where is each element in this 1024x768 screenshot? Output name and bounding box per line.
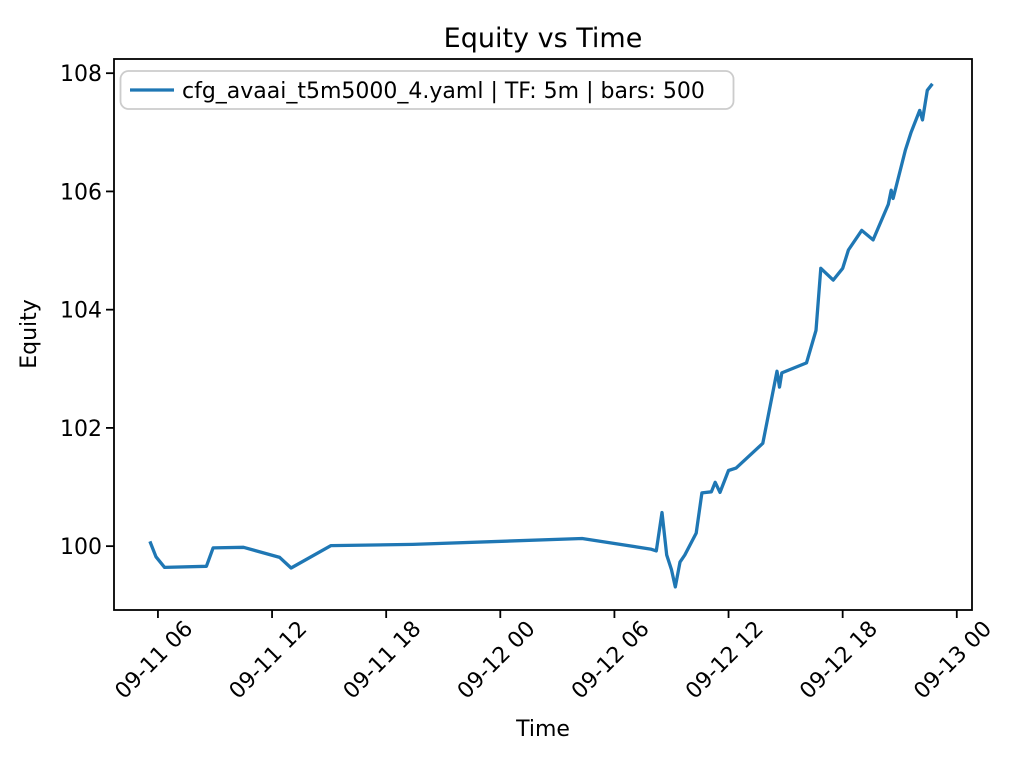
legend: cfg_avaai_t5m5000_4.yaml | TF: 5m | bars… bbox=[119, 70, 735, 110]
x-tick-label: 09-11 06 bbox=[111, 617, 199, 705]
plot-area bbox=[113, 58, 973, 611]
x-tick-label: 09-12 06 bbox=[567, 617, 655, 705]
y-axis-label: Equity bbox=[17, 299, 42, 369]
x-tick-label: 09-12 00 bbox=[453, 617, 541, 705]
equity-line-series bbox=[148, 82, 934, 589]
x-tick-label: 09-11 18 bbox=[339, 617, 427, 705]
x-tick-label: 09-12 12 bbox=[681, 617, 769, 705]
x-tick-label: 09-13 00 bbox=[909, 617, 997, 705]
chart-title: Equity vs Time bbox=[444, 23, 643, 54]
y-tick-label: 104 bbox=[60, 299, 102, 324]
plot-frame bbox=[113, 58, 973, 611]
y-tick-label: 108 bbox=[60, 62, 102, 87]
y-tick-label: 100 bbox=[60, 535, 102, 560]
y-tick-label: 106 bbox=[60, 180, 102, 205]
y-tick-label: 102 bbox=[60, 417, 102, 442]
x-tick-label: 09-12 18 bbox=[795, 617, 883, 705]
x-axis-label: Time bbox=[515, 717, 570, 742]
x-tick-label: 09-11 12 bbox=[225, 617, 313, 705]
legend-label: cfg_avaai_t5m5000_4.yaml | TF: 5m | bars… bbox=[182, 79, 705, 104]
axis-ticks: 09-11 06 09-11 12 09-11 18 09-12 00 09-12 06… bbox=[60, 62, 997, 704]
legend-box bbox=[119, 70, 735, 110]
